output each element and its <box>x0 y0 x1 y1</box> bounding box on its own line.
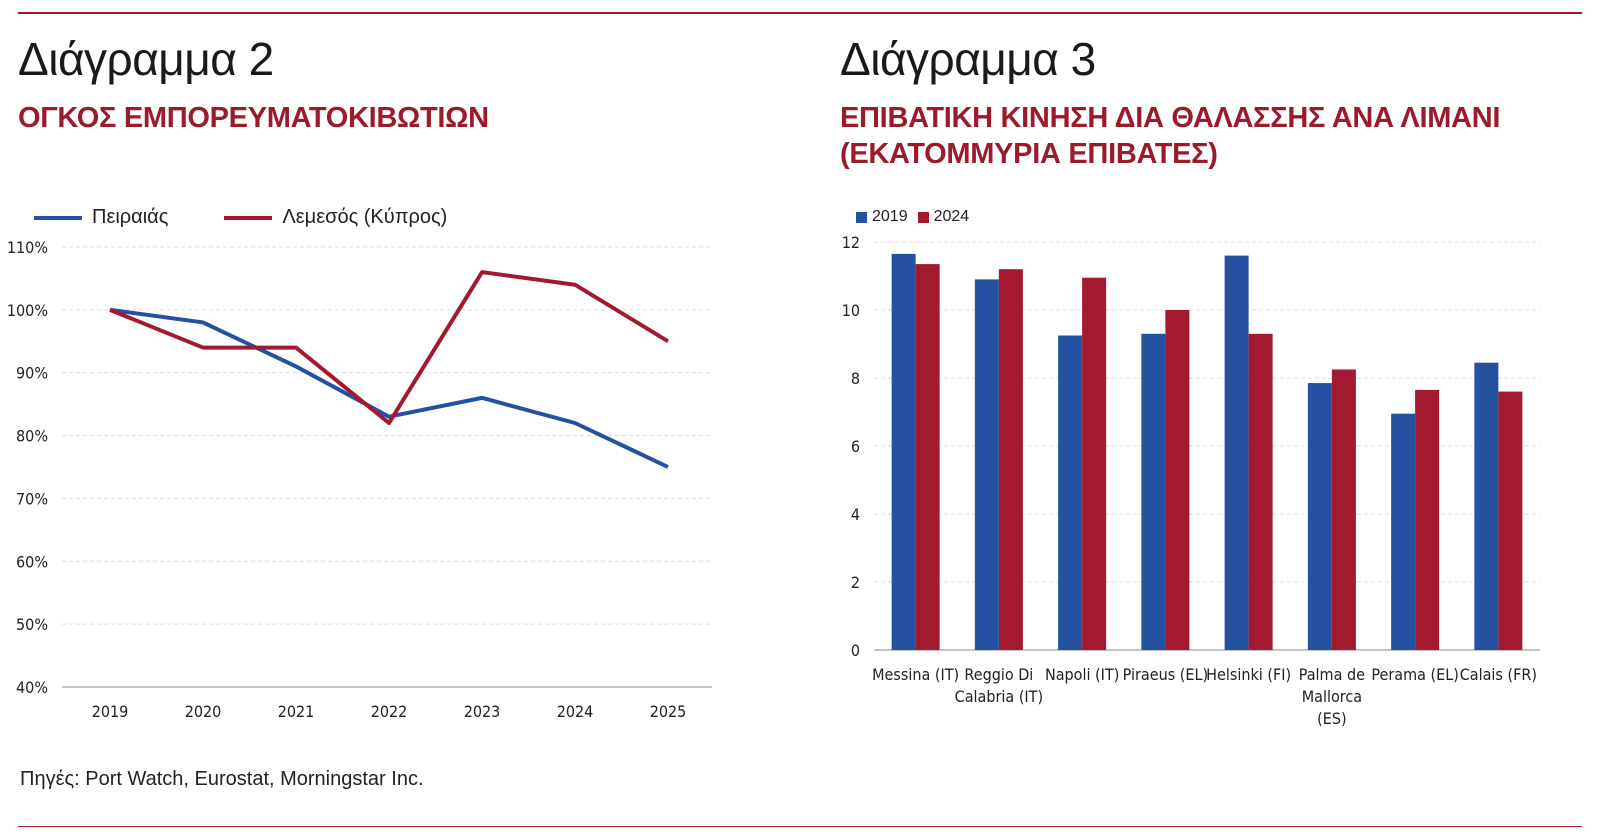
bar-2019 <box>1058 335 1083 650</box>
legend-item-2019: 2019 <box>856 208 908 226</box>
x-tick-label: Calais (FR) <box>1460 665 1537 684</box>
legend-label-2019: 2019 <box>872 208 908 225</box>
legend-label-limassol: Λεμεσός (Κύπρος) <box>282 206 448 228</box>
y-tick-label: 80% <box>16 427 48 446</box>
top-rule <box>18 12 1582 14</box>
chart3-heading: Διάγραμμα 3 <box>840 33 1096 85</box>
bar-2024 <box>1331 369 1356 650</box>
legend-label-2024: 2024 <box>933 208 970 225</box>
bar-2019 <box>974 279 999 650</box>
bar-2019 <box>1391 413 1416 650</box>
x-tick-label: 2020 <box>185 702 222 721</box>
x-tick-label-line: (ES) <box>1317 709 1346 728</box>
y-tick-label: 6 <box>851 437 860 456</box>
bar-2024 <box>1248 333 1273 650</box>
y-tick-label: 2 <box>851 573 860 592</box>
x-tick-label: Napoli (IT) <box>1045 665 1119 684</box>
legend-box-blue <box>856 211 867 223</box>
legend-box-red <box>917 211 929 223</box>
legend-item-limassol: Λεμεσός (Κύπρος) <box>224 206 447 229</box>
bar-2024 <box>1082 277 1107 650</box>
y-tick-label: 12 <box>842 233 860 252</box>
bar-chart: 0 2 4 6 8 10 12 Messina (IT) Reggio Di Calabria (… <box>842 233 1540 728</box>
y-tick-label: 8 <box>851 369 860 388</box>
x-tick-label: 2019 <box>92 702 129 721</box>
bar-2024 <box>915 264 940 650</box>
x-tick-label-line: Piraeus (EL) <box>1123 665 1208 684</box>
bar-2019 <box>1141 333 1166 650</box>
x-tick-label-line: Napoli (IT) <box>1045 665 1119 684</box>
chart2-legend: Πειραιάς Λεμεσός (Κύπρος) <box>34 206 447 229</box>
chart3-subtitle-line1: ΕΠΙΒΑΤΙΚΗ ΚΙΝΗΣΗ ΔΙΑ ΘΑΛΑΣΣΗΣ ΑΝΑ ΛΙΜΑΝΙ <box>840 102 1501 134</box>
x-tick-label-line: Calabria (IT) <box>955 687 1043 706</box>
x-tick-label: Perama (EL) <box>1371 665 1458 684</box>
x-tick-label: Reggio Di Calabria (IT) <box>955 665 1043 706</box>
bar-2024 <box>1498 391 1523 650</box>
chart2-subtitle: ΟΓΚΟΣ ΕΜΠΟΡΕΥΜΑΤΟΚΙΒΩΤΙΩΝ <box>18 100 489 136</box>
bar-2019 <box>891 253 916 650</box>
bar-2024 <box>1415 389 1440 650</box>
y-tick-label: 70% <box>16 489 48 508</box>
x-tick-label: 2022 <box>371 702 408 721</box>
x-tick-label: 2021 <box>278 702 315 721</box>
chart3-subtitle-line2: (ΕΚΑΤΟΜΜΥΡΙΑ ΕΠΙΒΑΤΕΣ) <box>840 138 1218 170</box>
bar-2019 <box>1224 255 1249 650</box>
legend-label-piraeus: Πειραιάς <box>92 206 169 228</box>
y-tick-label: 0 <box>851 641 860 660</box>
x-tick-label: Messina (IT) <box>872 665 959 684</box>
bottom-rule <box>18 826 1582 827</box>
series-line-limassol <box>109 270 670 425</box>
bar-2024 <box>1165 310 1190 650</box>
x-tick-label-line: Mallorca <box>1302 687 1362 706</box>
x-tick-label-line: Calais (FR) <box>1460 665 1537 684</box>
source-note: Πηγές: Port Watch, Eurostat, Morningstar… <box>20 768 424 790</box>
chart3-legend: 2019 2024 <box>856 208 969 226</box>
x-tick-label: 2024 <box>557 702 594 721</box>
x-tick-label: Piraeus (EL) <box>1123 665 1208 684</box>
y-tick-label: 100% <box>7 301 48 320</box>
y-tick-label: 110% <box>7 238 48 257</box>
x-tick-label: 2025 <box>650 702 687 721</box>
y-tick-label: 60% <box>16 552 48 571</box>
x-tick-label: 2023 <box>464 702 501 721</box>
legend-item-2024: 2024 <box>917 208 970 226</box>
x-tick-label-line: Perama (EL) <box>1371 665 1458 684</box>
x-tick-label-line: Helsinki (FI) <box>1206 665 1291 684</box>
bar-2024 <box>998 269 1023 650</box>
x-tick-label-line: Messina (IT) <box>872 665 959 684</box>
line-chart: 40% 50% 60% 70% 80% 90% 100% 110% 2019 2020 2021 20… <box>7 238 712 721</box>
series-line-piraeus <box>109 307 669 469</box>
y-tick-label: 50% <box>16 615 48 634</box>
chart2-subtitle-text: ΟΓΚΟΣ ΕΜΠΟΡΕΥΜΑΤΟΚΙΒΩΤΙΩΝ <box>18 102 489 134</box>
chart3-subtitle: ΕΠΙΒΑΤΙΚΗ ΚΙΝΗΣΗ ΔΙΑ ΘΑΛΑΣΣΗΣ ΑΝΑ ΛΙΜΑΝΙ… <box>840 100 1500 172</box>
y-tick-label: 4 <box>851 505 860 524</box>
chart2-heading: Διάγραμμα 2 <box>18 33 274 85</box>
legend-line-blue <box>34 215 82 220</box>
x-tick-label-line: Reggio Di <box>964 665 1033 684</box>
y-tick-label: 10 <box>842 301 860 320</box>
x-tick-label-line: Palma de <box>1299 665 1365 684</box>
x-tick-label: Helsinki (FI) <box>1206 665 1291 684</box>
x-tick-label: Palma de Mallorca (ES) <box>1299 665 1365 728</box>
y-tick-label: 40% <box>16 678 48 697</box>
bar-2019 <box>1474 362 1499 650</box>
legend-line-red <box>224 215 273 220</box>
y-tick-label: 90% <box>16 364 48 383</box>
legend-item-piraeus: Πειραιάς <box>34 206 168 229</box>
bar-2019 <box>1307 383 1332 650</box>
